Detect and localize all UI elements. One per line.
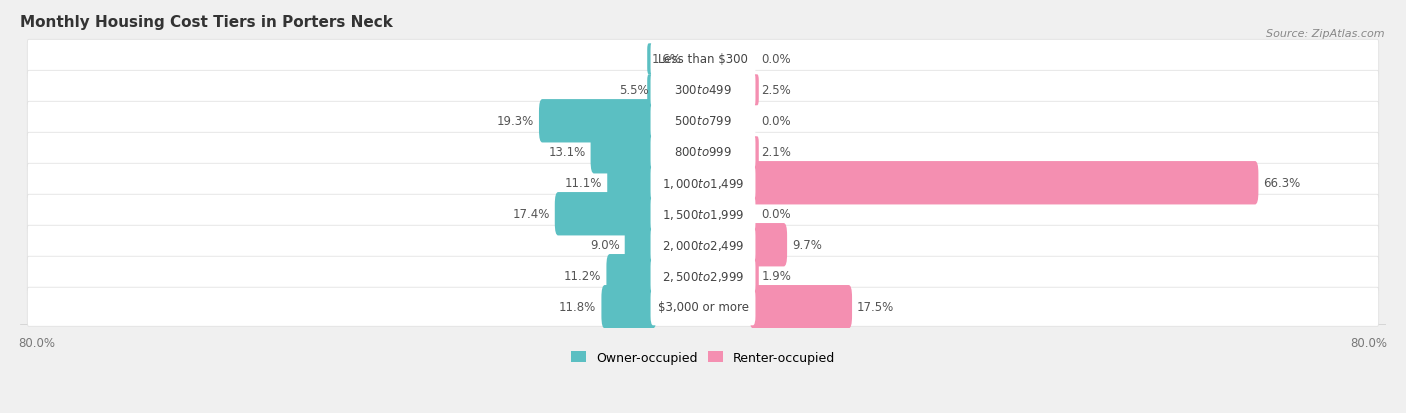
- Text: 0.0%: 0.0%: [761, 115, 792, 128]
- Text: 9.7%: 9.7%: [792, 239, 823, 252]
- Text: $2,500 to $2,999: $2,500 to $2,999: [662, 269, 744, 283]
- Text: 17.5%: 17.5%: [858, 301, 894, 313]
- FancyBboxPatch shape: [591, 131, 657, 174]
- Text: Less than $300: Less than $300: [658, 53, 748, 66]
- FancyBboxPatch shape: [651, 165, 755, 202]
- FancyBboxPatch shape: [647, 75, 655, 106]
- FancyBboxPatch shape: [602, 285, 657, 329]
- Text: 11.8%: 11.8%: [560, 301, 596, 313]
- FancyBboxPatch shape: [749, 285, 852, 329]
- Text: 0.0%: 0.0%: [761, 53, 792, 66]
- FancyBboxPatch shape: [27, 225, 1379, 265]
- FancyBboxPatch shape: [27, 40, 1379, 79]
- Text: 11.1%: 11.1%: [565, 177, 602, 190]
- FancyBboxPatch shape: [606, 254, 657, 298]
- Text: Source: ZipAtlas.com: Source: ZipAtlas.com: [1267, 29, 1385, 39]
- Text: $500 to $799: $500 to $799: [673, 115, 733, 128]
- FancyBboxPatch shape: [651, 41, 755, 78]
- FancyBboxPatch shape: [538, 100, 657, 143]
- Text: 11.2%: 11.2%: [564, 270, 602, 282]
- Text: 2.1%: 2.1%: [761, 146, 792, 159]
- Text: 19.3%: 19.3%: [496, 115, 534, 128]
- Text: $300 to $499: $300 to $499: [673, 84, 733, 97]
- FancyBboxPatch shape: [751, 75, 759, 106]
- FancyBboxPatch shape: [624, 223, 657, 267]
- Text: 13.1%: 13.1%: [548, 146, 585, 159]
- Text: 17.4%: 17.4%: [512, 208, 550, 221]
- FancyBboxPatch shape: [27, 133, 1379, 172]
- FancyBboxPatch shape: [651, 227, 755, 263]
- Text: $1,500 to $1,999: $1,500 to $1,999: [662, 207, 744, 221]
- FancyBboxPatch shape: [651, 103, 755, 140]
- Text: 2.5%: 2.5%: [761, 84, 792, 97]
- Legend: Owner-occupied, Renter-occupied: Owner-occupied, Renter-occupied: [567, 346, 839, 369]
- Text: Monthly Housing Cost Tiers in Porters Neck: Monthly Housing Cost Tiers in Porters Ne…: [20, 15, 394, 30]
- FancyBboxPatch shape: [27, 71, 1379, 110]
- FancyBboxPatch shape: [749, 223, 787, 267]
- FancyBboxPatch shape: [651, 288, 755, 325]
- FancyBboxPatch shape: [751, 137, 759, 168]
- Text: $1,000 to $1,499: $1,000 to $1,499: [662, 176, 744, 190]
- FancyBboxPatch shape: [27, 287, 1379, 326]
- Text: 9.0%: 9.0%: [591, 239, 620, 252]
- Text: $2,000 to $2,499: $2,000 to $2,499: [662, 238, 744, 252]
- FancyBboxPatch shape: [647, 44, 655, 75]
- Text: $800 to $999: $800 to $999: [673, 146, 733, 159]
- FancyBboxPatch shape: [607, 161, 657, 205]
- Text: 1.9%: 1.9%: [761, 270, 792, 282]
- FancyBboxPatch shape: [749, 161, 1258, 205]
- Text: 1.6%: 1.6%: [651, 53, 682, 66]
- Text: $3,000 or more: $3,000 or more: [658, 301, 748, 313]
- FancyBboxPatch shape: [27, 164, 1379, 203]
- FancyBboxPatch shape: [555, 192, 657, 236]
- FancyBboxPatch shape: [751, 261, 759, 292]
- Text: 66.3%: 66.3%: [1264, 177, 1301, 190]
- FancyBboxPatch shape: [27, 256, 1379, 296]
- FancyBboxPatch shape: [651, 258, 755, 294]
- Text: 5.5%: 5.5%: [619, 84, 650, 97]
- FancyBboxPatch shape: [27, 102, 1379, 141]
- FancyBboxPatch shape: [651, 72, 755, 109]
- FancyBboxPatch shape: [651, 196, 755, 233]
- FancyBboxPatch shape: [27, 195, 1379, 234]
- FancyBboxPatch shape: [651, 134, 755, 171]
- Text: 0.0%: 0.0%: [761, 208, 792, 221]
